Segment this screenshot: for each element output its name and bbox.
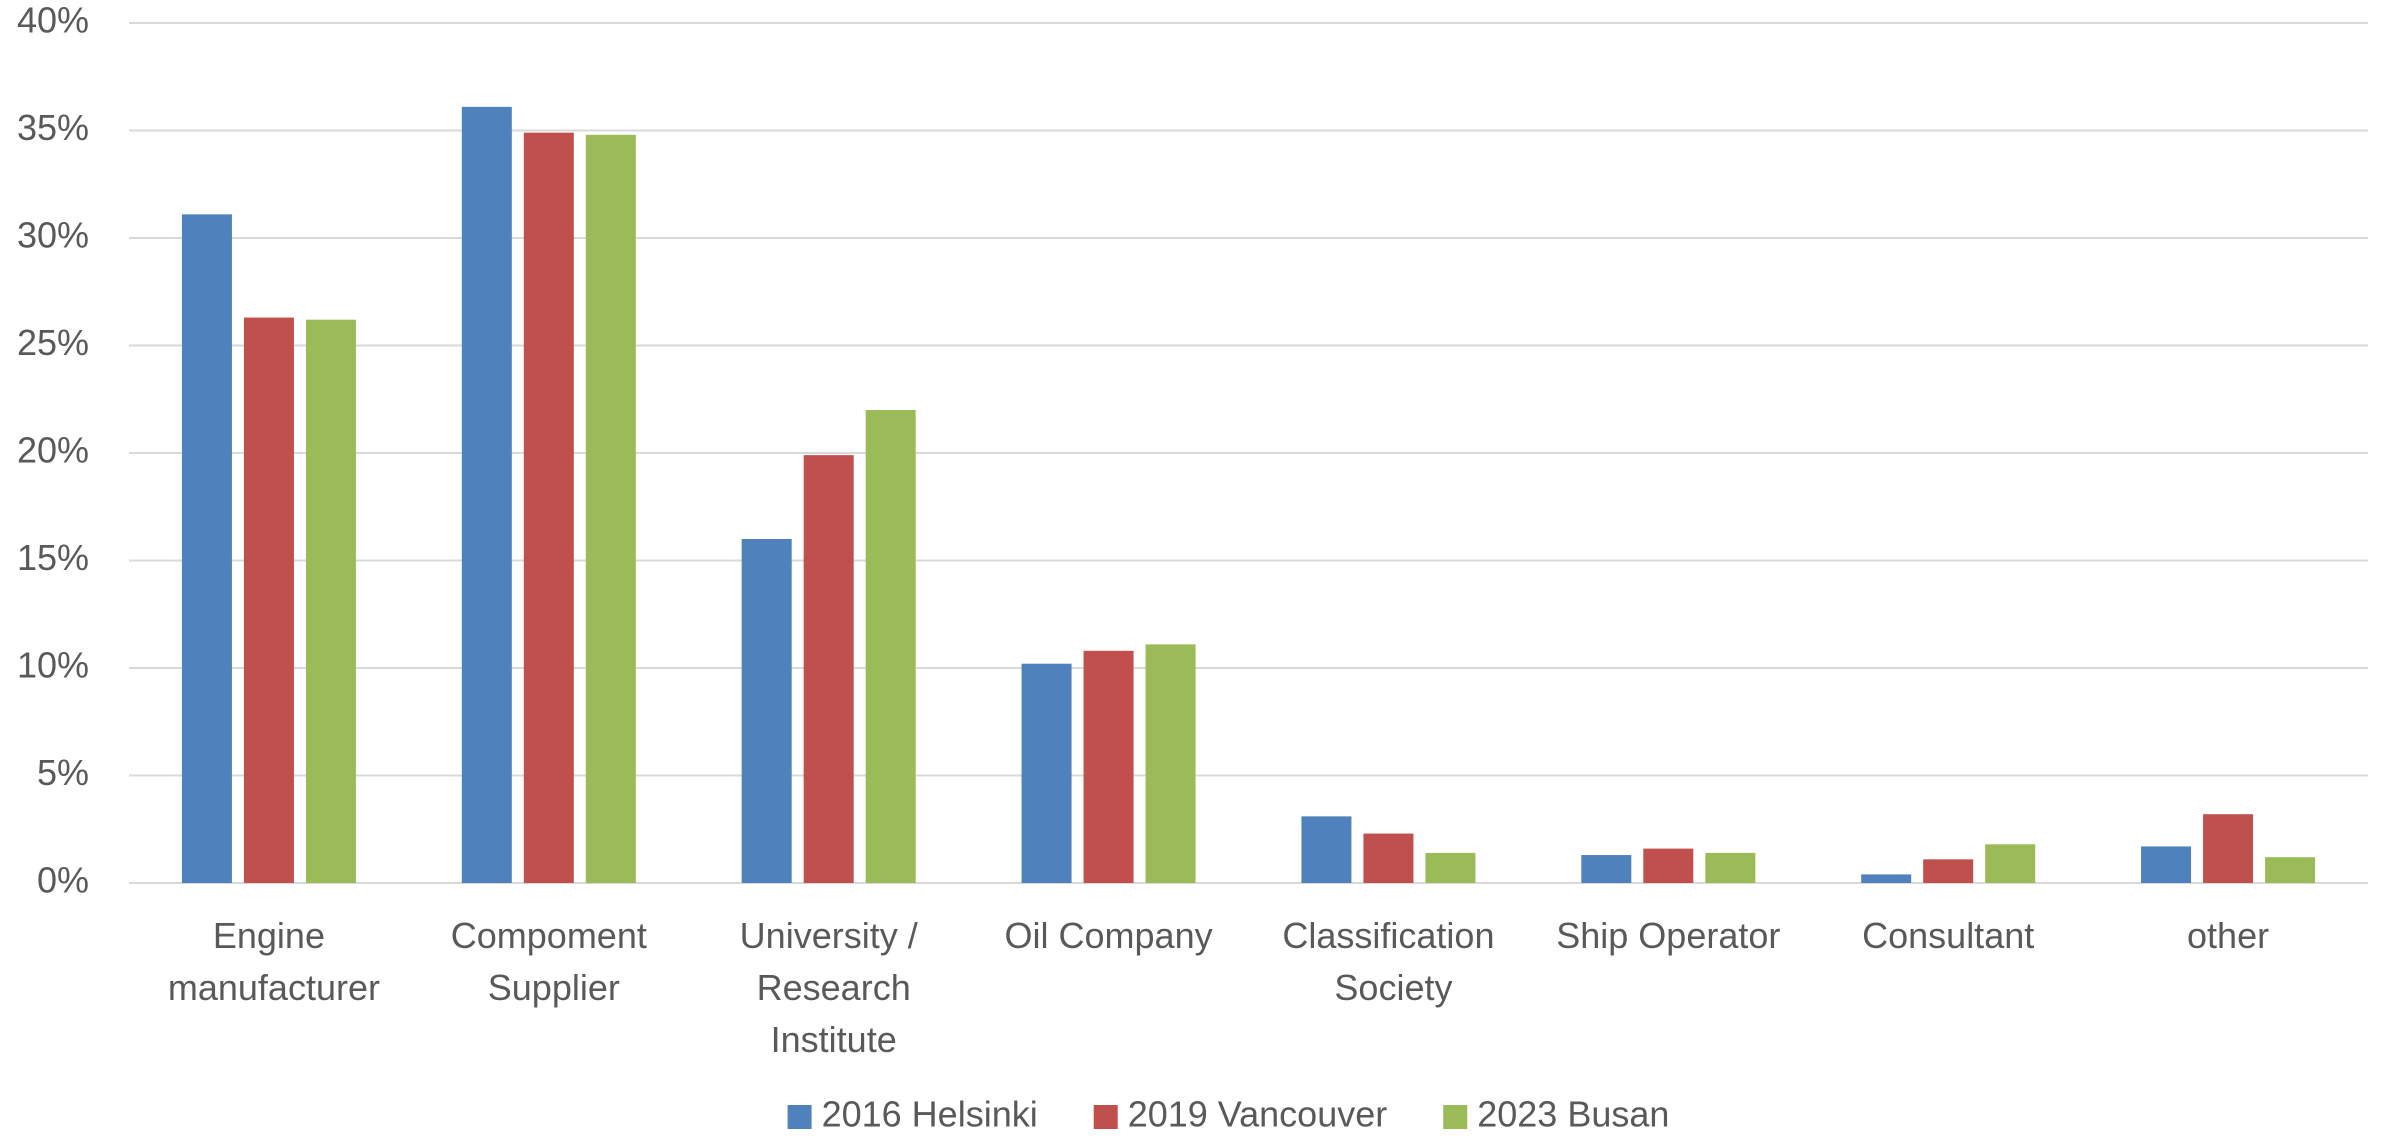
y-tick-label: 40% — [17, 0, 89, 41]
y-tick-label: 0% — [37, 860, 89, 901]
bar — [1301, 816, 1352, 883]
bar — [1705, 852, 1756, 883]
x-tick-label: other — [2187, 915, 2269, 956]
x-tick-label: Ship Operator — [1556, 915, 1780, 956]
x-tick-label: Compoment Supplier — [451, 915, 647, 1008]
bar — [243, 317, 294, 883]
bar — [1861, 874, 1912, 883]
y-tick-label: 15% — [17, 537, 89, 578]
bar — [181, 214, 232, 884]
y-tick-label: 10% — [17, 645, 89, 686]
bar — [1021, 663, 1072, 883]
bar — [1643, 848, 1694, 883]
bar — [741, 539, 792, 883]
x-tick-label: Consultant — [1862, 915, 2034, 956]
bar — [2203, 814, 2254, 883]
legend-label: 2016 Helsinki — [822, 1094, 1038, 1135]
bar — [2141, 846, 2192, 883]
bar — [1083, 650, 1134, 883]
bar — [2265, 857, 2316, 883]
x-tick-label: University / Research Institute — [740, 915, 918, 1060]
x-tick-label: Classification Society — [1282, 915, 1494, 1008]
legend-swatch — [787, 1105, 812, 1129]
bar — [1923, 859, 1974, 883]
bar — [1145, 644, 1196, 883]
legend: 2016 Helsinki 2019 Vancouver 2023 Busan — [787, 1094, 1669, 1135]
bar — [1581, 855, 1632, 883]
legend-swatch — [1093, 1105, 1118, 1129]
x-tick-label: Engine manufacturer — [158, 915, 380, 1008]
y-tick-label: 35% — [17, 107, 89, 148]
bar — [1425, 852, 1476, 883]
legend-label: 2019 Vancouver — [1128, 1094, 1388, 1135]
x-tick-label: Oil Company — [1005, 915, 1213, 956]
bar — [305, 319, 356, 883]
bar — [803, 455, 854, 883]
bar — [865, 410, 916, 883]
legend-swatch — [1443, 1105, 1468, 1129]
legend-label: 2023 Busan — [1477, 1094, 1669, 1135]
y-tick-label: 30% — [17, 215, 89, 256]
bar — [585, 134, 636, 884]
y-tick-label: 5% — [37, 752, 89, 793]
y-tick-label: 25% — [17, 322, 89, 363]
bar — [461, 106, 512, 884]
bar — [523, 132, 574, 883]
bar — [1363, 833, 1414, 883]
bar — [1985, 844, 2036, 883]
y-tick-label: 20% — [17, 430, 89, 471]
